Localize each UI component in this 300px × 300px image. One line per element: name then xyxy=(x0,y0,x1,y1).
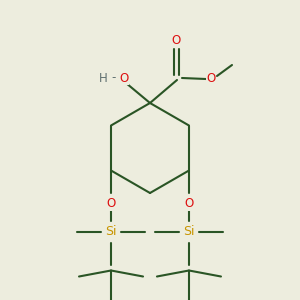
Text: O: O xyxy=(119,71,129,85)
Text: Si: Si xyxy=(105,225,117,238)
Text: H: H xyxy=(99,71,107,85)
Text: -: - xyxy=(112,71,116,85)
Text: O: O xyxy=(184,197,194,210)
Text: O: O xyxy=(171,34,181,46)
Text: O: O xyxy=(206,71,216,85)
Text: O: O xyxy=(106,197,116,210)
Text: Si: Si xyxy=(183,225,195,238)
